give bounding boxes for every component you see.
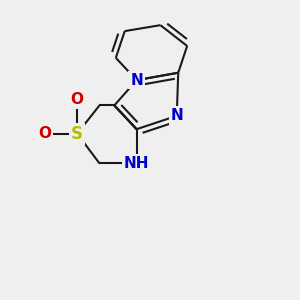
- Text: NH: NH: [124, 156, 149, 171]
- Text: O: O: [38, 126, 51, 141]
- Text: N: N: [130, 73, 143, 88]
- Text: O: O: [71, 92, 84, 107]
- Text: N: N: [170, 108, 183, 123]
- Text: S: S: [71, 125, 83, 143]
